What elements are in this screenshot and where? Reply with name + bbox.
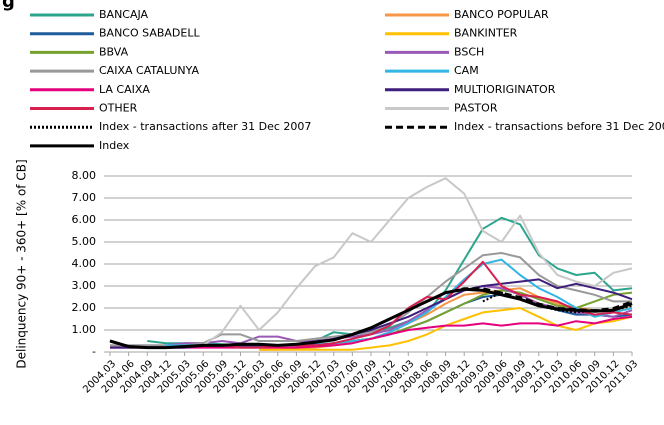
y-tick-label: 5.00 bbox=[72, 235, 97, 248]
legend-label: CAM bbox=[454, 64, 479, 77]
series-line bbox=[110, 278, 633, 349]
series-line bbox=[110, 315, 633, 349]
legend-label: OTHER bbox=[99, 102, 138, 115]
y-tick-label: 1.00 bbox=[72, 323, 97, 336]
legend-label: BANCO SABADELL bbox=[99, 27, 200, 40]
y-tick-label: 2.00 bbox=[72, 301, 97, 314]
legend-label: Index - transactions before 31 Dec 2007 bbox=[454, 120, 664, 133]
legend-label: BSCH bbox=[454, 45, 484, 58]
legend-label: BANCO POPULAR bbox=[454, 8, 549, 21]
y-tick-label: - bbox=[92, 345, 96, 358]
series-line bbox=[202, 177, 633, 347]
y-tick-label: 7.00 bbox=[72, 191, 97, 204]
legend-label: CAIXA CATALUNYA bbox=[99, 64, 199, 77]
legend-label: BBVA bbox=[99, 45, 129, 58]
y-tick-label: 6.00 bbox=[72, 213, 97, 226]
y-axis-label: Delinquency 90+ - 360+ [% of CB] bbox=[15, 159, 29, 368]
legend-label: Index bbox=[99, 139, 130, 152]
y-tick-label: 4.00 bbox=[72, 257, 97, 270]
legend-label: BANKINTER bbox=[454, 27, 518, 40]
y-tick-label: 8.00 bbox=[72, 169, 97, 182]
legend-label: PASTOR bbox=[454, 102, 498, 115]
legend-label: LA CAIXA bbox=[99, 83, 150, 96]
legend-label: BANCAJA bbox=[99, 8, 149, 21]
series-line bbox=[110, 252, 632, 347]
y-tick-label: 3.00 bbox=[72, 279, 97, 292]
legend-label: MULTIORIGINATOR bbox=[454, 83, 556, 96]
legend-label: Index - transactions after 31 Dec 2007 bbox=[99, 120, 311, 133]
series-line bbox=[109, 287, 633, 350]
chart-title: g bbox=[2, 0, 15, 12]
